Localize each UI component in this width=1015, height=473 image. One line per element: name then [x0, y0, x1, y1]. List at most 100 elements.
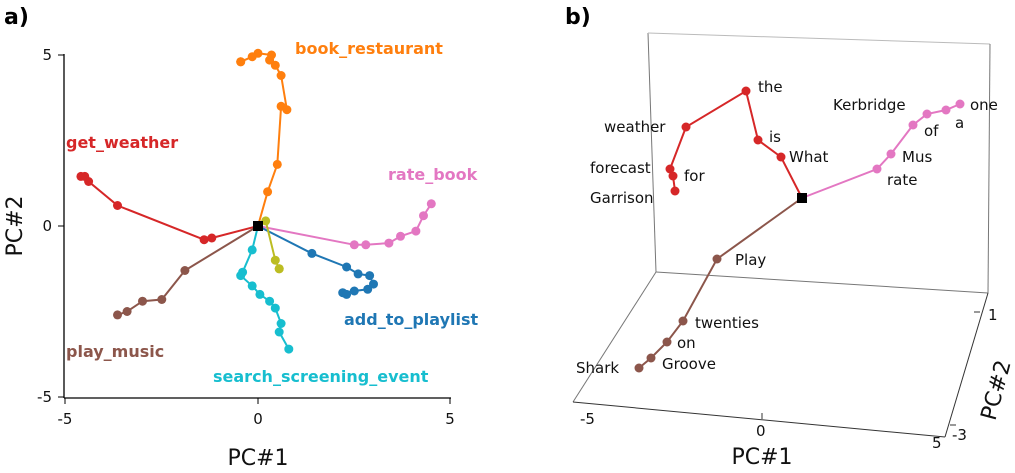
data-point-get-weather: [681, 122, 691, 132]
data-point-book-restaurant: [282, 105, 292, 115]
data-point-add-to-playlist: [342, 262, 352, 272]
data-point-book-restaurant: [236, 57, 246, 67]
3d-back-top-edge: [647, 32, 991, 45]
y-tick-label: 0: [42, 217, 52, 235]
data-point-unnamed: [261, 216, 271, 226]
data-point-play-music: [662, 337, 672, 347]
data-point-search-screening-event: [270, 303, 280, 313]
data-point-unnamed: [270, 255, 280, 265]
word-label: is: [769, 128, 781, 146]
data-point-rate-book: [886, 149, 896, 159]
data-point-rate-book: [426, 199, 436, 209]
data-point-rate-book: [361, 240, 371, 250]
data-point-play-music: [646, 353, 656, 363]
data-point-book-restaurant: [263, 187, 273, 197]
data-point-get-weather: [670, 186, 680, 196]
data-point-play-music: [113, 310, 122, 320]
x-tick-label: -5: [580, 410, 595, 428]
panel-a-plot: 5 0 -5 -5 0 5 PC#1 PC#2 book_restaurant …: [3, 39, 479, 471]
series-label-book-restaurant: book_restaurant: [295, 39, 443, 58]
data-point-play-music: [138, 296, 147, 306]
word-label: Garrison: [590, 189, 654, 207]
panel-b-plot: -5 0 5 1 -3 PC#1 PC#2 the weather is Wha…: [572, 32, 1015, 470]
series-label-add-to-playlist: add_to_playlist: [344, 310, 479, 329]
word-label: one: [970, 96, 998, 114]
data-point-search-screening-event: [284, 344, 294, 354]
x-axis-title: PC#1: [227, 446, 288, 471]
data-point-get-weather: [776, 152, 786, 162]
x-tick-label: 0: [756, 422, 766, 440]
x-tick-label: -5: [58, 410, 73, 428]
data-point-get-weather: [207, 233, 217, 243]
data-point-add-to-playlist: [369, 279, 378, 289]
data-point-rate-book: [955, 99, 965, 109]
word-label: twenties: [695, 314, 759, 332]
3d-floor-front-edge: [572, 401, 946, 438]
series-label-search-screening-event: search_screening_event: [213, 367, 429, 386]
data-point-search-screening-event: [265, 296, 275, 306]
data-point-get-weather: [753, 135, 763, 145]
word-label: Groove: [662, 355, 716, 373]
data-point-add-to-playlist: [365, 271, 375, 281]
word-label: forecast: [590, 159, 651, 177]
data-point-add-to-playlist: [307, 248, 317, 258]
word-label: for: [684, 167, 705, 185]
word-label: weather: [604, 118, 666, 136]
data-point-get-weather: [199, 235, 209, 245]
data-point-search-screening-event: [247, 281, 257, 291]
data-point-get-weather: [113, 201, 122, 210]
data-point-play-music: [678, 316, 688, 326]
word-label: What: [789, 148, 829, 166]
data-point-rate-book: [419, 211, 428, 221]
y-axis-title: PC#2: [3, 195, 28, 256]
word-label: of: [924, 122, 939, 140]
origin-marker: [253, 221, 263, 231]
data-point-rate-book: [908, 120, 918, 130]
data-point-rate-book: [384, 238, 394, 248]
word-label: on: [677, 334, 696, 352]
panel-a-series: [76, 48, 436, 354]
x-tick-label: 5: [932, 434, 942, 452]
data-point-rate-book: [872, 164, 882, 174]
series-label-play-music: play_music: [66, 342, 164, 361]
word-label: Kerbridge: [833, 96, 906, 114]
3d-floor-right-edge: [944, 292, 989, 438]
word-label: Mus: [902, 148, 932, 166]
word-label: rate: [887, 171, 917, 189]
data-point-play-music: [122, 307, 132, 316]
data-point-play-music: [634, 363, 644, 373]
origin-marker: [797, 193, 807, 203]
y-tick-label: 1: [988, 306, 998, 324]
data-point-rate-book: [411, 226, 421, 236]
3d-back-left-edge: [647, 32, 657, 273]
x-axis-title: PC#1: [731, 445, 792, 470]
data-point-get-weather: [76, 171, 86, 181]
data-point-play-music: [180, 266, 190, 275]
data-point-rate-book: [941, 105, 951, 115]
data-point-get-weather: [665, 164, 675, 174]
data-point-add-to-playlist: [342, 289, 352, 299]
y-tick-label: -5: [37, 388, 52, 406]
word-label: Shark: [576, 359, 619, 377]
word-label: a: [955, 114, 964, 132]
3d-back-right-edge: [987, 43, 991, 294]
data-point-rate-book: [396, 231, 405, 241]
series-label-rate-book: rate_book: [388, 165, 478, 184]
series-line-get-weather: [80, 175, 259, 241]
data-point-book-restaurant: [272, 159, 282, 169]
data-point-add-to-playlist: [353, 269, 363, 279]
data-point-book-restaurant: [247, 52, 257, 62]
x-tick-label: 0: [253, 410, 263, 428]
data-point-book-restaurant: [267, 50, 276, 60]
data-point-unnamed: [274, 264, 284, 274]
data-point-search-screening-event: [247, 245, 257, 255]
data-point-book-restaurant: [276, 71, 286, 80]
data-point-rate-book: [922, 109, 932, 119]
data-point-get-weather: [741, 86, 751, 96]
panel-a-label: a): [4, 5, 29, 30]
y-tick-label: 5: [42, 46, 52, 64]
data-point-search-screening-event: [236, 271, 246, 281]
panel-b-label: b): [565, 5, 591, 30]
data-point-search-screening-event: [274, 327, 284, 337]
